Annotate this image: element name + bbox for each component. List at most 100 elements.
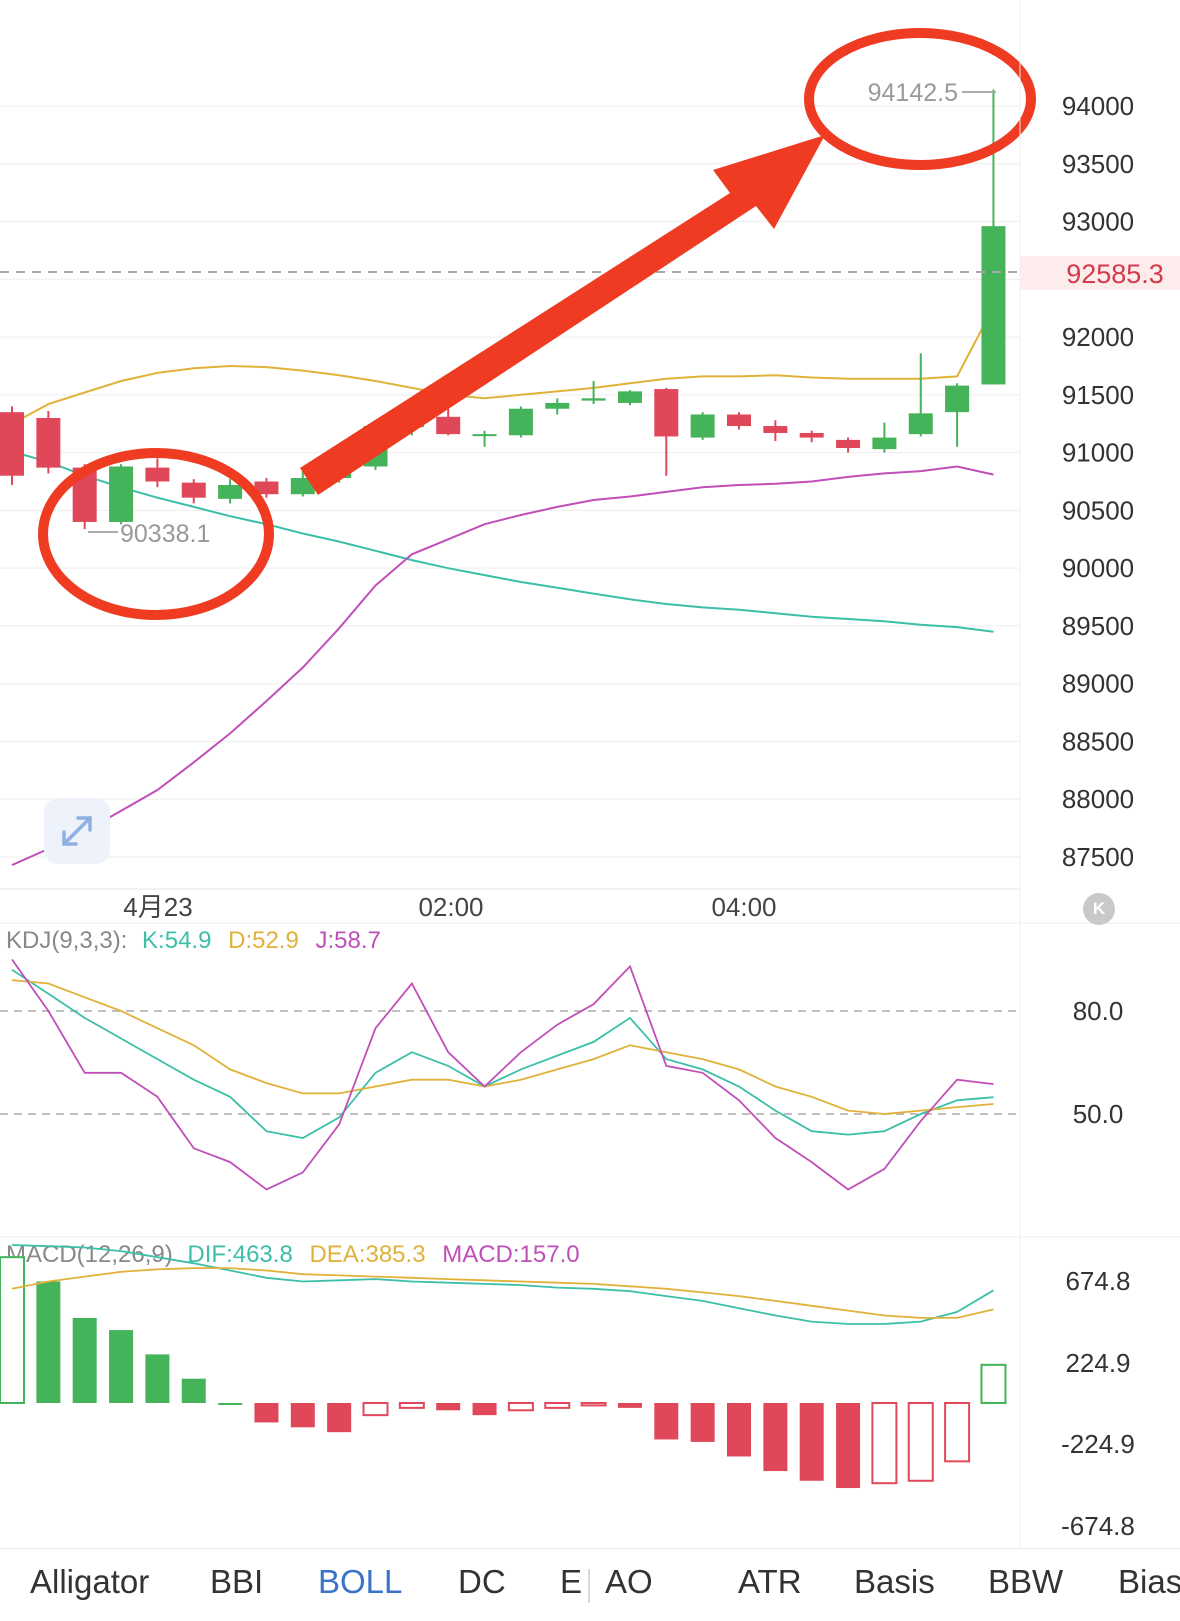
- macd-bar: [218, 1403, 243, 1405]
- macd-bar: [109, 1330, 134, 1403]
- macd-bar: [472, 1403, 497, 1416]
- price-tick-label: 89500: [1062, 611, 1134, 641]
- macd-dif-value: DIF:463.8: [187, 1241, 292, 1268]
- tab-e[interactable]: E: [560, 1563, 583, 1600]
- boll-lower-line: [11, 465, 994, 867]
- current-price-label: 92585.3: [1066, 259, 1164, 289]
- price-tick-label: 91500: [1062, 380, 1134, 410]
- macd-bar: [327, 1403, 352, 1433]
- kdj-tick-80: 80.0: [1073, 996, 1124, 1026]
- candle-body: [908, 413, 933, 435]
- candle-body: [872, 437, 897, 450]
- boll-mid-line: [11, 450, 994, 633]
- macd-bar: [944, 1402, 971, 1463]
- candle-body: [145, 467, 170, 482]
- macd-bar: [980, 1363, 1007, 1404]
- tab-boll[interactable]: BOLL: [318, 1563, 403, 1600]
- price-tick-label: 88500: [1062, 726, 1134, 756]
- price-tick-label: 90000: [1062, 553, 1134, 583]
- boll-upper-line: [11, 306, 995, 425]
- time-label-1: 4月23: [123, 892, 192, 922]
- candle-body: [290, 478, 315, 495]
- macd-bar: [362, 1402, 389, 1417]
- candle-body: [981, 226, 1006, 385]
- macd-bar: [0, 1256, 25, 1404]
- tab-bbi[interactable]: BBI: [210, 1563, 264, 1600]
- candle-body: [945, 385, 970, 413]
- tab-atr[interactable]: ATR: [738, 1563, 802, 1600]
- kdj-d-line: [11, 979, 994, 1115]
- price-tick-label: 90500: [1062, 495, 1134, 525]
- expand-button[interactable]: [44, 798, 110, 864]
- k-badge-icon[interactable]: K: [1083, 893, 1115, 925]
- macd-tick-4: -674.8: [1061, 1511, 1135, 1541]
- boll-lines: [11, 306, 995, 867]
- high-price-label: 94142.5: [868, 79, 958, 107]
- macd-bar: [436, 1403, 461, 1411]
- macd-bar: [617, 1403, 642, 1408]
- candle-body: [799, 432, 824, 438]
- kdj-k-value: K:54.9: [142, 927, 211, 954]
- candle-body: [218, 484, 243, 499]
- candle-body: [109, 466, 134, 522]
- time-label-3: 04:00: [711, 892, 776, 922]
- macd-histogram: [0, 1256, 1007, 1489]
- candle-body: [472, 434, 497, 437]
- chart-canvas: 92585.3 94000 93500 93000 92000 91500 91000 90…: [0, 0, 1180, 1548]
- kdj-d-value: D:52.9: [228, 927, 299, 954]
- macd-bar: [907, 1402, 934, 1482]
- candles: [0, 89, 1006, 530]
- kdj-j-line: [11, 958, 994, 1191]
- macd-bar: [254, 1403, 279, 1423]
- low-price-label: 90338.1: [120, 520, 210, 548]
- price-tick-label: 87500: [1062, 842, 1134, 872]
- kdj-tick-50: 50.0: [1073, 1099, 1124, 1129]
- macd-bar: [290, 1403, 315, 1428]
- tab-bbw[interactable]: BBW: [988, 1563, 1064, 1600]
- time-label-2: 02:00: [418, 892, 483, 922]
- candle-body: [436, 416, 461, 435]
- macd-bar: [507, 1402, 534, 1412]
- price-tick-label: 91000: [1062, 438, 1134, 468]
- candle-body: [254, 481, 279, 495]
- macd-bar: [871, 1402, 898, 1485]
- macd-bar: [580, 1402, 607, 1407]
- macd-bar: [36, 1281, 61, 1403]
- macd-dif-line: [11, 1244, 994, 1325]
- tab-dc[interactable]: DC: [458, 1563, 506, 1600]
- candle-body: [545, 402, 570, 409]
- macd-tick-1: 674.8: [1065, 1266, 1130, 1296]
- price-tick-label: 88000: [1062, 784, 1134, 814]
- macd-bar: [836, 1403, 861, 1489]
- macd-bar: [763, 1403, 788, 1472]
- tab-basis[interactable]: Basis: [854, 1563, 935, 1600]
- macd-tick-3: -224.9: [1061, 1429, 1135, 1459]
- expand-arrows-icon: [62, 816, 92, 846]
- macd-bar: [799, 1403, 824, 1481]
- candle-body: [0, 412, 24, 476]
- tab-ao[interactable]: AO: [605, 1563, 653, 1600]
- candle-body: [727, 414, 751, 427]
- high-annotation-circle: [804, 28, 1036, 170]
- macd-macd-value: MACD:157.0: [442, 1241, 579, 1268]
- macd-bar: [544, 1402, 571, 1409]
- tab-divider: [588, 1569, 590, 1603]
- price-tick-label: 89000: [1062, 669, 1134, 699]
- candle-body: [581, 398, 606, 401]
- price-tick-label: 92000: [1062, 322, 1134, 352]
- candle-body: [617, 391, 642, 403]
- price-tick-label: 93500: [1062, 149, 1134, 179]
- candle-body: [181, 482, 206, 498]
- macd-bar: [72, 1317, 97, 1403]
- macd-dea-line: [11, 1267, 994, 1319]
- candle-body: [690, 414, 715, 438]
- tab-alligator[interactable]: Alligator: [30, 1563, 150, 1600]
- candle-body: [36, 417, 61, 468]
- kdj-k-line: [11, 969, 994, 1139]
- trend-arrow: [300, 135, 825, 495]
- tab-bias[interactable]: Bias: [1118, 1563, 1180, 1600]
- macd-bar: [145, 1354, 170, 1403]
- macd-tick-2: 224.9: [1065, 1348, 1130, 1378]
- kdj-legend: KDJ(9,3,3): K:54.9 D:52.9 J:58.7: [6, 927, 381, 954]
- price-tick-label: 94000: [1062, 91, 1134, 121]
